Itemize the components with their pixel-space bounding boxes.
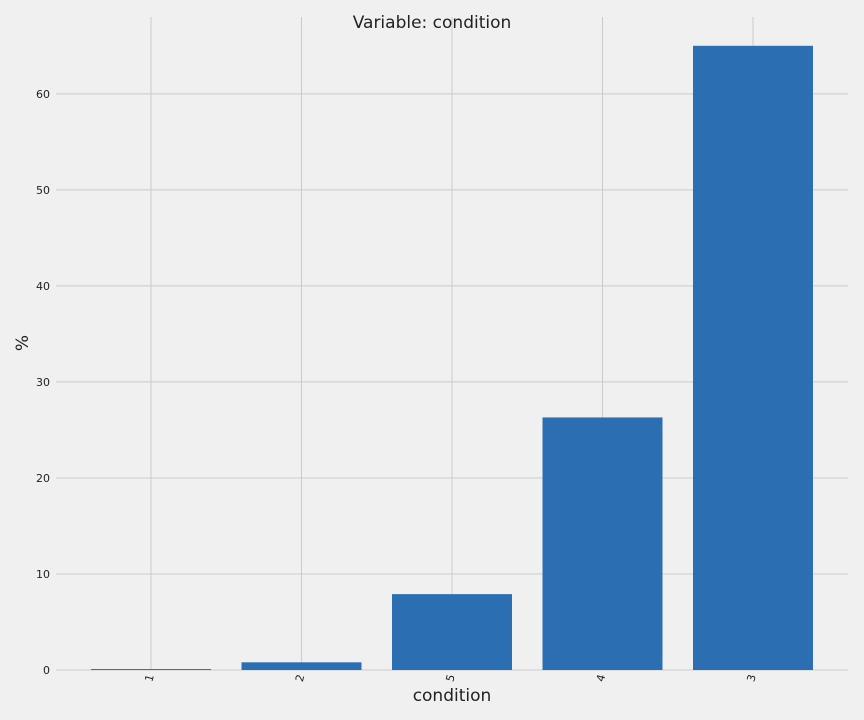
bar-3	[693, 45, 813, 670]
y-tick-label: 50	[36, 184, 50, 197]
bars-group	[91, 45, 813, 670]
x-tick-label: 5	[443, 673, 457, 683]
chart-title: Variable: condition	[353, 13, 512, 33]
y-tick-label: 10	[36, 568, 50, 581]
x-tick-label: 2	[293, 673, 307, 683]
y-axis-ticks: 0 10 20 30 40 50 60	[36, 88, 50, 677]
x-axis-title: condition	[413, 686, 492, 706]
y-tick-label: 40	[36, 280, 50, 293]
x-axis-ticks: 1 2 5 4 3	[142, 673, 758, 683]
y-axis-title: %	[13, 335, 33, 351]
x-tick-label: 3	[744, 673, 758, 683]
bar-5	[392, 594, 512, 670]
x-tick-label: 1	[142, 673, 156, 683]
y-tick-label: 0	[43, 664, 50, 677]
y-tick-label: 20	[36, 472, 50, 485]
x-tick-label: 4	[594, 673, 608, 683]
bar-1	[91, 669, 211, 670]
bar-2	[241, 662, 362, 670]
bar-4	[542, 417, 663, 670]
y-tick-label: 30	[36, 376, 50, 389]
y-tick-label: 60	[36, 88, 50, 101]
